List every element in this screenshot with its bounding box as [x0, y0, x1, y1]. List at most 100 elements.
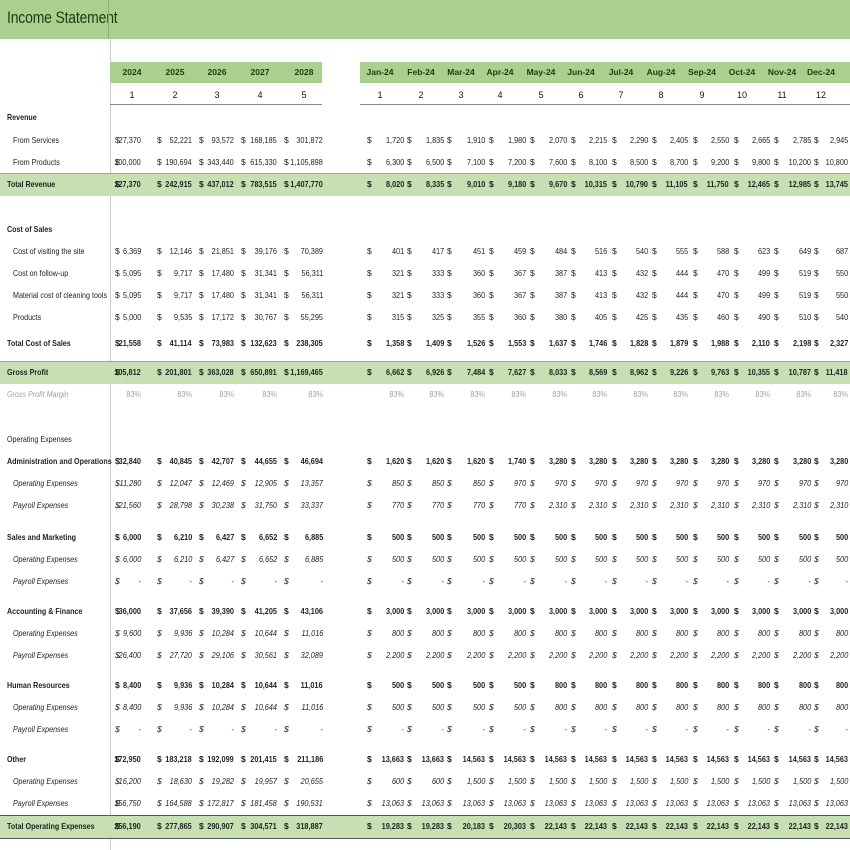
currency-symbol: $ — [367, 776, 372, 786]
monthly-value: 2,310 — [751, 500, 770, 510]
currency-symbol: $ — [530, 532, 535, 542]
monthly-value: 405 — [594, 312, 607, 322]
monthly-value: 1,500 — [466, 776, 485, 786]
currency-symbol: $ — [530, 312, 535, 322]
annual-value: 192,099 — [207, 754, 234, 764]
currency-symbol: $ — [530, 135, 535, 145]
annual-value: - — [189, 576, 192, 586]
currency-symbol: $ — [115, 179, 120, 189]
annual-value: 5,095 — [122, 290, 141, 300]
currency-symbol: $ — [367, 798, 372, 808]
currency-symbol: $ — [199, 821, 204, 831]
currency-symbol: $ — [571, 554, 576, 564]
currency-symbol: $ — [367, 179, 372, 189]
monthly-value: 3,000 — [588, 606, 607, 616]
currency-symbol: $ — [693, 702, 698, 712]
currency-symbol: $ — [447, 338, 452, 348]
monthly-value: 3,280 — [548, 456, 567, 466]
monthly-value: 2,200 — [792, 650, 811, 660]
currency-symbol: $ — [814, 650, 819, 660]
monthly-value: 800 — [757, 702, 770, 712]
currency-symbol: $ — [157, 576, 162, 586]
monthly-value: 1,879 — [669, 338, 688, 348]
annual-value: 9,936 — [173, 702, 192, 712]
currency-symbol: $ — [115, 367, 120, 377]
monthly-value: 20,303 — [503, 821, 526, 831]
annual-value: 615,330 — [250, 157, 277, 167]
currency-symbol: $ — [241, 680, 246, 690]
annual-value: 33,337 — [300, 500, 323, 510]
monthly-value: 2,310 — [829, 500, 848, 510]
monthly-value: 800 — [594, 702, 607, 712]
row-label: Operating Expenses — [13, 702, 78, 712]
monthly-value: 83% — [633, 389, 648, 399]
currency-symbol: $ — [530, 246, 535, 256]
currency-symbol: $ — [571, 702, 576, 712]
monthly-value: 13,063 — [788, 798, 811, 808]
currency-symbol: $ — [157, 650, 162, 660]
currency-symbol: $ — [489, 724, 494, 734]
month-period-index: 11 — [777, 90, 787, 100]
currency-symbol: $ — [612, 532, 617, 542]
currency-symbol: $ — [241, 606, 246, 616]
currency-symbol: $ — [284, 338, 289, 348]
annual-value: 172,817 — [207, 798, 234, 808]
monthly-value: 13,063 — [584, 798, 607, 808]
currency-symbol: $ — [284, 268, 289, 278]
monthly-value: 13,063 — [462, 798, 485, 808]
currency-symbol: $ — [447, 268, 452, 278]
monthly-value: 9,180 — [507, 179, 526, 189]
currency-symbol: $ — [571, 290, 576, 300]
currency-symbol: $ — [774, 312, 779, 322]
monthly-value: 2,310 — [710, 500, 729, 510]
annual-value: 93,572 — [211, 135, 234, 145]
monthly-value: 519 — [798, 290, 811, 300]
annual-value: 83% — [262, 389, 277, 399]
currency-symbol: $ — [774, 246, 779, 256]
monthly-value: 8,962 — [629, 367, 648, 377]
annual-value: 6,652 — [258, 554, 277, 564]
monthly-value: 2,200 — [425, 650, 444, 660]
monthly-value: 800 — [472, 628, 485, 638]
annual-value: 8,400 — [122, 680, 141, 690]
monthly-value: 83% — [429, 389, 444, 399]
monthly-value: 3,000 — [425, 606, 444, 616]
currency-symbol: $ — [814, 456, 819, 466]
currency-symbol: $ — [814, 338, 819, 348]
currency-symbol: $ — [652, 367, 657, 377]
currency-symbol: $ — [241, 754, 246, 764]
currency-symbol: $ — [530, 554, 535, 564]
monthly-value: 2,200 — [751, 650, 770, 660]
currency-symbol: $ — [157, 478, 162, 488]
currency-symbol: $ — [693, 628, 698, 638]
monthly-value: 315 — [391, 312, 404, 322]
monthly-value: 7,484 — [466, 367, 485, 377]
currency-symbol: $ — [652, 157, 657, 167]
monthly-value: 800 — [635, 702, 648, 712]
currency-symbol: $ — [530, 650, 535, 660]
currency-symbol: $ — [571, 312, 576, 322]
currency-symbol: $ — [157, 312, 162, 322]
currency-symbol: $ — [447, 312, 452, 322]
currency-symbol: $ — [407, 724, 412, 734]
currency-symbol: $ — [774, 157, 779, 167]
monthly-value: 970 — [757, 478, 770, 488]
monthly-value: 13,063 — [544, 798, 567, 808]
monthly-value: 14,563 — [665, 754, 688, 764]
monthly-value: 1,500 — [710, 776, 729, 786]
monthly-value: 22,143 — [625, 821, 648, 831]
monthly-value: 3,000 — [751, 606, 770, 616]
monthly-value: 2,110 — [752, 338, 770, 348]
monthly-value: 800 — [675, 702, 688, 712]
monthly-value: 800 — [716, 680, 729, 690]
monthly-value: 10,787 — [788, 367, 811, 377]
currency-symbol: $ — [157, 338, 162, 348]
monthly-value: 770 — [431, 500, 444, 510]
currency-symbol: $ — [774, 776, 779, 786]
monthly-value: 12,465 — [747, 179, 770, 189]
currency-symbol: $ — [489, 312, 494, 322]
monthly-value: 500 — [635, 554, 648, 564]
currency-symbol: $ — [447, 628, 452, 638]
currency-symbol: $ — [612, 650, 617, 660]
currency-symbol: $ — [407, 628, 412, 638]
